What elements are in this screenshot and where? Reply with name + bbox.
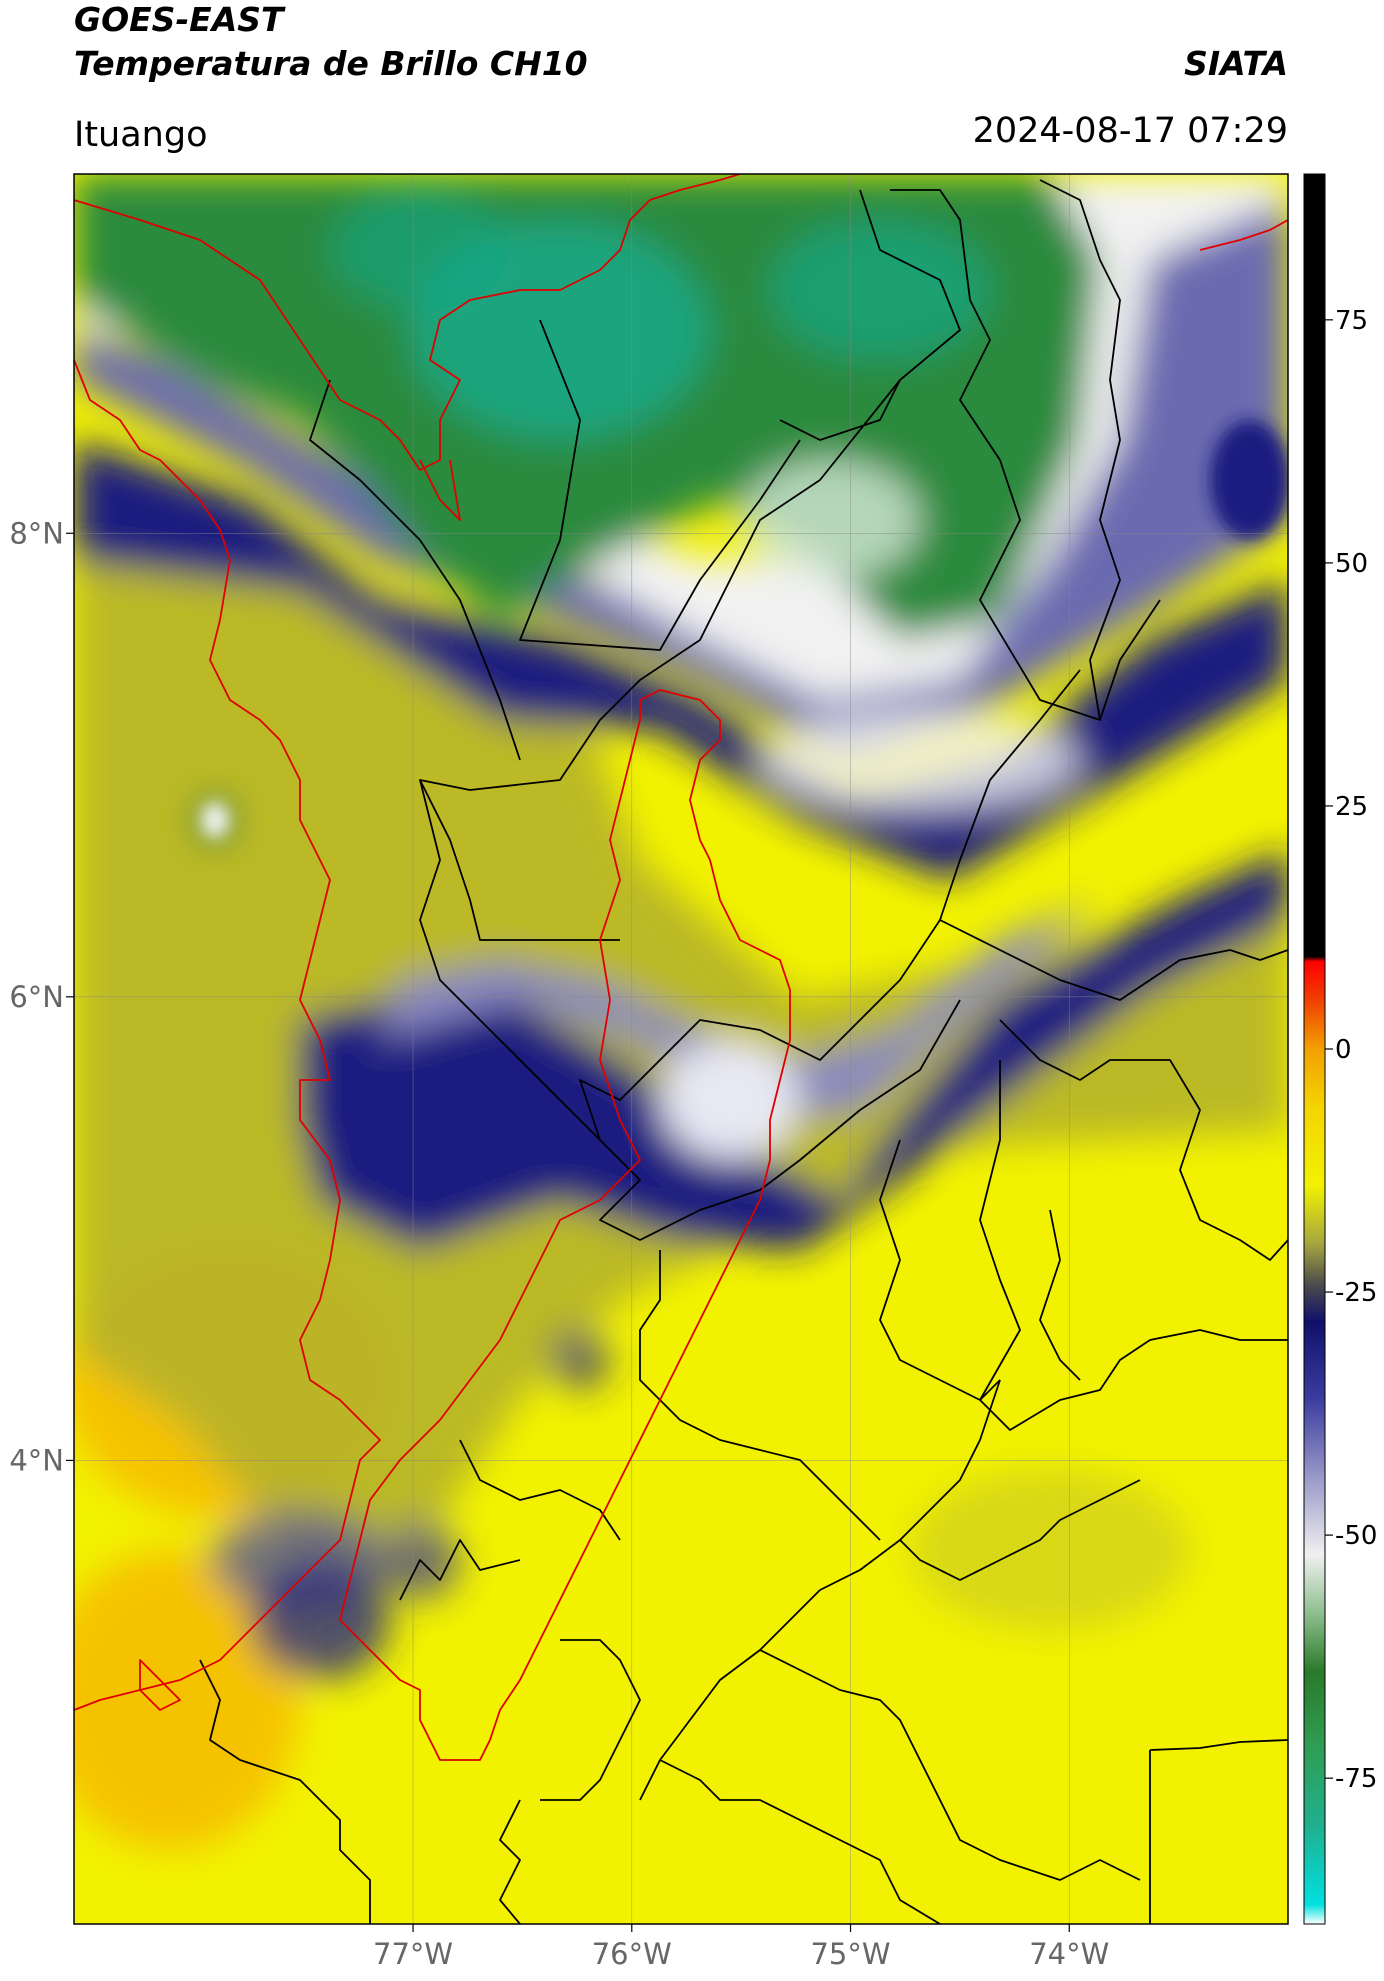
border-line (579, 669, 1081, 1241)
lon-tick-label: 74°W (1029, 1937, 1109, 1971)
region-label: Ituango (74, 115, 208, 155)
white-patch (740, 460, 920, 580)
border-line (540, 1639, 641, 1801)
border-line (759, 1649, 1141, 1881)
border-line (1039, 179, 1121, 721)
lat-tick-label: 8°N (9, 516, 64, 550)
cold-core (660, 1040, 800, 1160)
border-line (879, 1139, 1001, 1401)
lon-tick-label: 75°W (810, 1937, 890, 1971)
colorbar-tick-label: -50 (1335, 1521, 1377, 1551)
border-line (779, 379, 901, 441)
coast-detail (139, 1659, 181, 1711)
country-border (74, 174, 741, 471)
border-line (1039, 1209, 1081, 1381)
teal-core (330, 190, 510, 310)
border-line (999, 1019, 1288, 1261)
gridlines (74, 174, 1288, 1924)
datetime-label: 2024-08-17 07:29 (972, 111, 1288, 151)
department-borders (199, 179, 1288, 1924)
title-line-1: GOES-EAST (74, 0, 284, 39)
colorbar-ticks: 75 50 25 0 -25 -50 -75 (1325, 306, 1377, 1794)
country-border-coast (74, 359, 381, 1711)
colorbar: 75 50 25 0 -25 -50 -75 (1303, 173, 1377, 1925)
border-line (399, 1539, 521, 1601)
lat-tick-label: 6°N (9, 980, 64, 1014)
border-line (499, 1799, 521, 1924)
navy-band-lower (300, 850, 1288, 1250)
colorbar-tick-label: 25 (1335, 792, 1368, 822)
small-cold-cell-ring (201, 802, 229, 838)
satellite-image (74, 174, 1288, 1924)
colorbar-gradient (1303, 173, 1326, 1925)
coast-detail (419, 459, 461, 521)
teal-core (770, 220, 990, 360)
lon-tick-label: 76°W (592, 1937, 672, 1971)
country-border-ne (1199, 219, 1288, 251)
border-line (309, 379, 521, 761)
country-borders (74, 174, 1288, 1761)
warm-region (74, 1550, 300, 1850)
border-line (639, 1379, 1001, 1801)
colorbar-tick-label: 50 (1335, 549, 1368, 579)
border-line (519, 319, 801, 651)
border-line (939, 919, 1288, 1001)
border-line (659, 1759, 941, 1924)
olive-patch (910, 1470, 1190, 1630)
colorbar-tick-label: 0 (1335, 1035, 1352, 1065)
region-outline (339, 689, 791, 1761)
latitude-axis: 8°N 6°N 4°N (9, 516, 74, 1477)
colorbar-tick-label: -75 (1335, 1764, 1377, 1794)
border-line (639, 1250, 881, 1541)
longitude-axis: 77°W 76°W 75°W 74°W (373, 1924, 1109, 1971)
cold-patch (550, 1330, 610, 1390)
border-line (1149, 1739, 1288, 1751)
colorbar-tick-label: -25 (1335, 1278, 1377, 1308)
border-line (899, 1479, 1141, 1581)
organization-label: SIATA (1184, 44, 1288, 83)
navy-patch (1210, 420, 1288, 540)
border-line (419, 189, 961, 941)
cold-patch (250, 1560, 390, 1680)
map-frame (73, 173, 1289, 1925)
title-line-2: Temperatura de Brillo CH10 (74, 44, 588, 83)
white-patch (760, 710, 1080, 810)
border-line (419, 779, 601, 1141)
colorbar-tick-label: 75 (1335, 306, 1368, 336)
border-line (199, 1659, 371, 1924)
lon-tick-label: 77°W (373, 1937, 453, 1971)
lat-tick-label: 4°N (9, 1443, 64, 1477)
border-line (979, 1060, 1288, 1431)
